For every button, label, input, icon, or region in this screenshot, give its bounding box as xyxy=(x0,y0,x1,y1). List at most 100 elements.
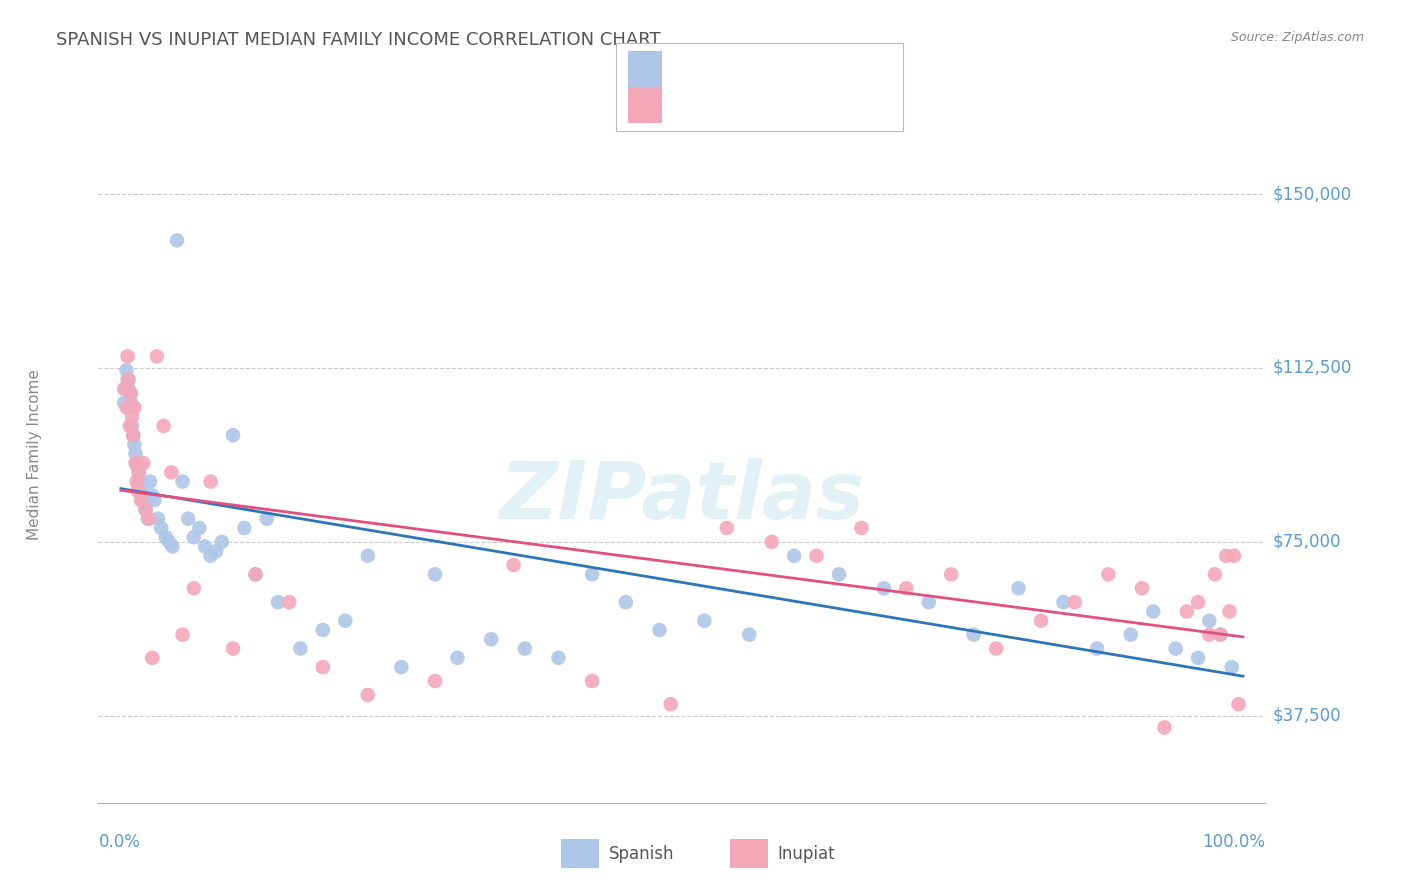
Point xyxy=(125,456,148,470)
Point xyxy=(152,419,174,434)
Point xyxy=(211,534,233,549)
Point xyxy=(143,493,166,508)
Point xyxy=(155,530,177,544)
Point xyxy=(1052,595,1074,609)
Point xyxy=(1085,641,1108,656)
Point xyxy=(256,511,278,525)
Point xyxy=(129,483,152,498)
Point xyxy=(205,544,228,558)
Point xyxy=(1209,628,1232,642)
Point xyxy=(828,567,851,582)
Text: $37,500: $37,500 xyxy=(1272,706,1341,725)
Point xyxy=(120,386,142,401)
Point xyxy=(513,641,536,656)
Point xyxy=(162,540,184,554)
Text: 72: 72 xyxy=(803,60,827,78)
Point xyxy=(1187,595,1209,609)
Point xyxy=(188,521,211,535)
Text: R =: R = xyxy=(672,60,709,78)
Point xyxy=(873,582,896,596)
Text: 100.0%: 100.0% xyxy=(1202,833,1265,851)
Point xyxy=(222,641,245,656)
Point xyxy=(1218,605,1240,619)
Point xyxy=(1153,721,1175,735)
Point xyxy=(138,511,160,525)
Point xyxy=(118,386,141,401)
Text: $150,000: $150,000 xyxy=(1272,185,1351,203)
Point xyxy=(233,521,256,535)
Point xyxy=(150,521,173,535)
Point xyxy=(124,447,146,461)
Point xyxy=(423,567,446,582)
Point xyxy=(1130,582,1153,596)
Point xyxy=(1142,605,1164,619)
Point xyxy=(141,651,163,665)
Point xyxy=(222,428,245,442)
Point xyxy=(1209,628,1232,642)
Point xyxy=(1215,549,1237,563)
Point xyxy=(312,623,335,637)
Point xyxy=(1220,660,1243,674)
Point xyxy=(984,641,1007,656)
Point xyxy=(1164,641,1187,656)
Point xyxy=(117,349,139,364)
Point xyxy=(125,475,148,489)
Point xyxy=(118,419,141,434)
Point xyxy=(693,614,716,628)
Point xyxy=(122,428,145,442)
Point xyxy=(200,475,222,489)
Point xyxy=(1198,628,1220,642)
Point xyxy=(1097,567,1119,582)
Point xyxy=(112,396,135,410)
Point xyxy=(1175,605,1198,619)
Point xyxy=(659,698,682,712)
Point xyxy=(118,373,141,387)
Point xyxy=(124,456,146,470)
Point xyxy=(614,595,637,609)
Point xyxy=(389,660,412,674)
Point xyxy=(139,475,162,489)
Point xyxy=(1187,651,1209,665)
Point xyxy=(1119,628,1142,642)
Text: N =: N = xyxy=(761,60,808,78)
Text: -0.356: -0.356 xyxy=(707,60,766,78)
Point xyxy=(918,595,941,609)
Point xyxy=(146,511,169,525)
Point xyxy=(127,460,149,475)
Text: R =: R = xyxy=(672,96,709,114)
Point xyxy=(114,382,136,396)
Point xyxy=(132,456,155,470)
Point xyxy=(129,475,152,489)
Point xyxy=(124,437,146,451)
Point xyxy=(245,567,267,582)
Point xyxy=(132,493,155,508)
Point xyxy=(194,540,217,554)
Point xyxy=(1227,698,1250,712)
Point xyxy=(136,511,159,525)
Point xyxy=(115,363,138,377)
Point xyxy=(479,632,502,647)
Point xyxy=(128,466,150,480)
Point xyxy=(761,534,783,549)
Point xyxy=(122,428,145,442)
Text: 54: 54 xyxy=(803,96,825,114)
Point xyxy=(648,623,671,637)
Point xyxy=(1223,549,1246,563)
Point xyxy=(157,534,180,549)
Point xyxy=(502,558,524,573)
Point xyxy=(278,595,301,609)
Point xyxy=(131,489,153,503)
Point xyxy=(127,483,149,498)
Point xyxy=(1204,567,1226,582)
Point xyxy=(357,549,380,563)
Point xyxy=(172,475,194,489)
Point xyxy=(121,409,143,424)
Point xyxy=(1007,582,1029,596)
Point xyxy=(357,688,380,702)
Text: 0.0%: 0.0% xyxy=(98,833,141,851)
Point xyxy=(135,502,157,516)
Text: N =: N = xyxy=(761,96,808,114)
Point xyxy=(941,567,963,582)
Text: Source: ZipAtlas.com: Source: ZipAtlas.com xyxy=(1230,31,1364,45)
Point xyxy=(962,628,984,642)
